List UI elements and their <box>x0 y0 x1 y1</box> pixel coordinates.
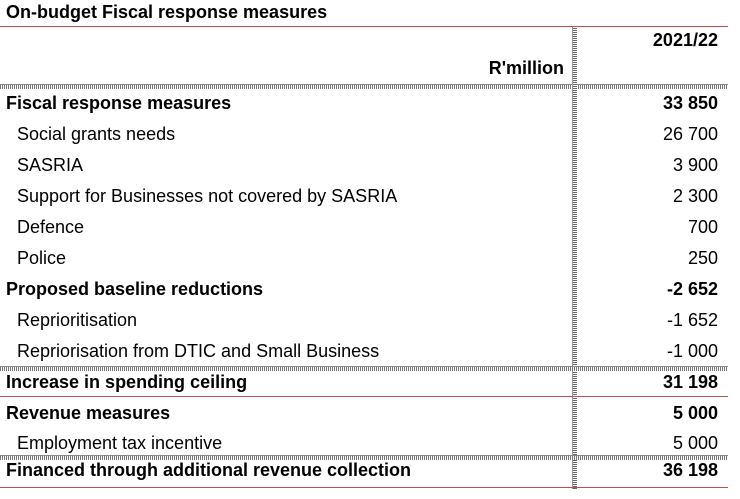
row-label: Revenue measures <box>6 403 171 423</box>
table-row: Increase in spending ceiling 31 198 <box>0 367 730 398</box>
row-label: Defence <box>17 217 85 237</box>
row-label: Financed through additional revenue coll… <box>6 460 412 480</box>
total-bottom-rule <box>0 487 728 488</box>
table-row: Fiscal response measures 33 850 <box>0 88 730 119</box>
row-value: 700 <box>687 217 718 237</box>
subtotal-top-rule <box>0 366 728 371</box>
table-row: Revenue measures 5 000 <box>0 398 730 429</box>
table-row: Reprioritisation -1 652 <box>0 305 730 336</box>
table-row: Proposed baseline reductions -2 652 <box>0 274 730 305</box>
row-value: -2 652 <box>666 279 718 299</box>
table-row: Social grants needs 26 700 <box>0 119 730 150</box>
total-top-rule <box>0 455 728 460</box>
row-value: 5 000 <box>672 433 718 453</box>
row-label: Social grants needs <box>17 124 176 144</box>
row-label: Proposed baseline reductions <box>6 279 264 299</box>
unit-label: R'million <box>488 58 564 78</box>
row-value: 36 198 <box>662 460 718 480</box>
row-label: Fiscal response measures <box>6 93 232 113</box>
row-value: 3 900 <box>672 155 718 175</box>
subtotal-bottom-rule <box>0 396 728 397</box>
column-header-year: 2021/22 <box>652 30 718 50</box>
row-label: Support for Businesses not covered by SA… <box>17 186 398 206</box>
row-value: 5 000 <box>672 403 718 423</box>
row-label: Increase in spending ceiling <box>6 372 248 392</box>
table-row: Defence 700 <box>0 212 730 243</box>
row-label: SASRIA <box>17 155 84 175</box>
row-value: 31 198 <box>662 372 718 392</box>
table-row: Financed through additional revenue coll… <box>0 455 730 486</box>
table-row: Support for Businesses not covered by SA… <box>0 181 730 212</box>
row-value: -1 000 <box>666 341 718 361</box>
row-value: 2 300 <box>672 186 718 206</box>
row-label: Repriorisation from DTIC and Small Busin… <box>17 341 380 361</box>
row-label: Employment tax incentive <box>17 433 223 453</box>
table-title: On-budget Fiscal response measures <box>6 2 328 22</box>
header-top-rule <box>0 26 728 27</box>
row-label: Reprioritisation <box>17 310 138 330</box>
row-value: 33 850 <box>662 93 718 113</box>
table-row: Employment tax incentive 5 000 <box>0 428 730 459</box>
table-row: SASRIA 3 900 <box>0 150 730 181</box>
row-value: 26 700 <box>662 124 718 144</box>
row-label: Police <box>17 248 67 268</box>
row-value: -1 652 <box>666 310 718 330</box>
table-row: Repriorisation from DTIC and Small Busin… <box>0 336 730 367</box>
column-divider <box>572 27 577 489</box>
row-value: 250 <box>687 248 718 268</box>
table-row: Police 250 <box>0 243 730 274</box>
header-bottom-rule <box>0 84 728 89</box>
